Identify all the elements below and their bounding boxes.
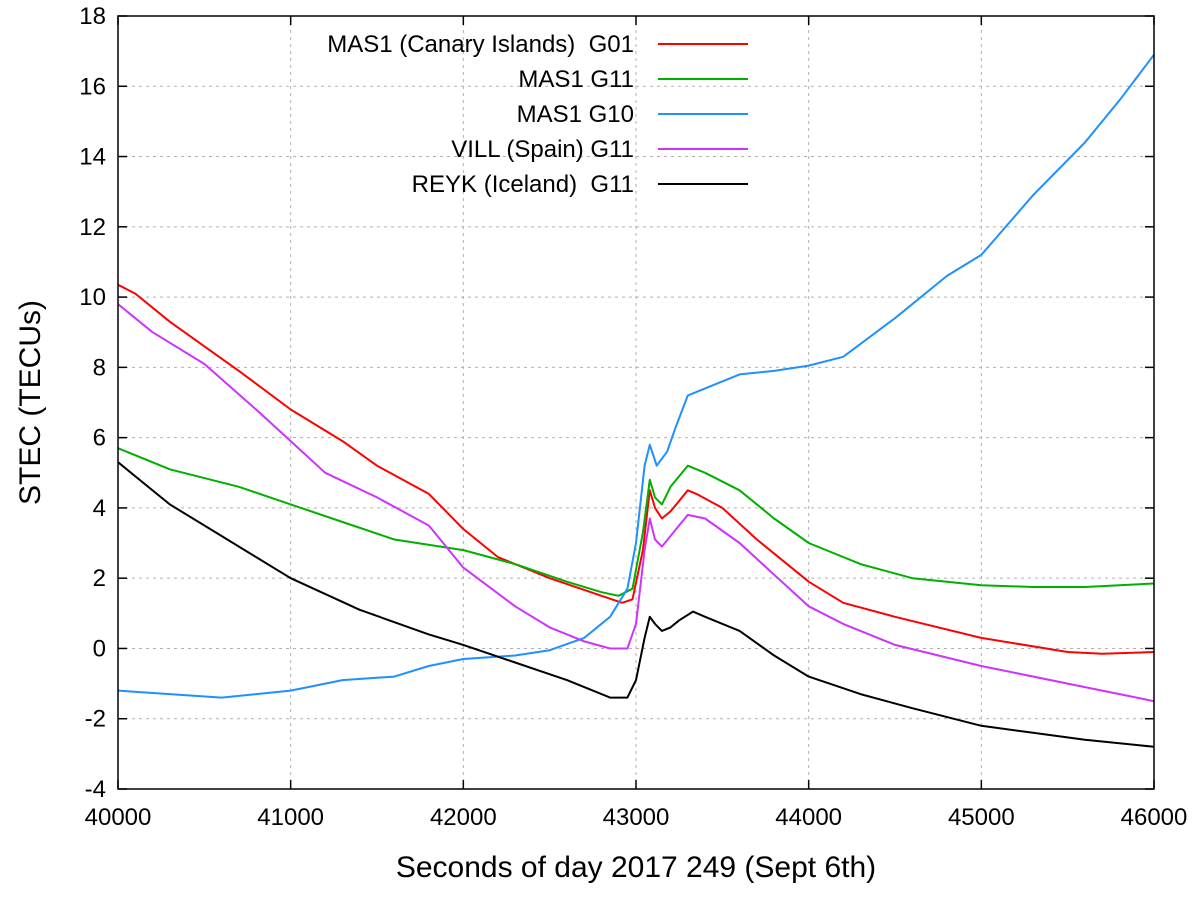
series-4-line — [117, 303, 1155, 703]
x-tick-label: 42000 — [430, 804, 497, 831]
x-tick-label: 45000 — [948, 804, 1015, 831]
series-5-line — [117, 461, 1155, 748]
series-1-line — [117, 283, 1155, 655]
y-tick-label: 14 — [79, 144, 106, 171]
y-tick-label: 18 — [79, 3, 106, 30]
y-tick-label: 12 — [79, 214, 106, 241]
series-lines — [117, 54, 1155, 748]
legend-label: MAS1 G10 — [517, 101, 634, 128]
x-tick-label: 46000 — [1121, 804, 1188, 831]
y-tick-label: 16 — [79, 73, 106, 100]
y-tick-label: 0 — [93, 635, 106, 662]
series-3-line — [117, 54, 1155, 699]
series-2-line — [117, 447, 1155, 597]
legend: MAS1 (Canary Islands) G01 MAS1 G11 MAS1 G1… — [327, 31, 748, 198]
y-tick-label: -2 — [85, 706, 106, 733]
x-tick-labels: 40000 41000 42000 43000 44000 45000 46000 — [85, 804, 1188, 831]
x-tick-label: 44000 — [775, 804, 842, 831]
legend-label: MAS1 (Canary Islands) G01 — [327, 31, 634, 58]
legend-label: REYK (Iceland) G11 — [412, 171, 634, 198]
x-tick-label: 43000 — [603, 804, 670, 831]
axis-ticks — [117, 15, 1155, 790]
x-tick-label: 40000 — [85, 804, 152, 831]
legend-label: VILL (Spain) G11 — [451, 136, 634, 163]
x-axis-title: Seconds of day 2017 249 (Sept 6th) — [396, 851, 876, 884]
legend-label: MAS1 G11 — [518, 66, 634, 93]
grid-lines — [118, 16, 1154, 789]
y-tick-labels: -4 -2 0 2 4 6 8 10 12 14 16 18 — [79, 3, 106, 803]
y-tick-label: 2 — [93, 565, 106, 592]
y-tick-label: -4 — [85, 776, 106, 803]
y-tick-label: 6 — [93, 425, 106, 452]
x-tick-label: 41000 — [257, 804, 324, 831]
y-axis-title: STEC (TECUs) — [14, 300, 47, 505]
y-tick-label: 8 — [93, 354, 106, 381]
y-tick-label: 10 — [79, 284, 106, 311]
y-tick-label: 4 — [93, 495, 106, 522]
